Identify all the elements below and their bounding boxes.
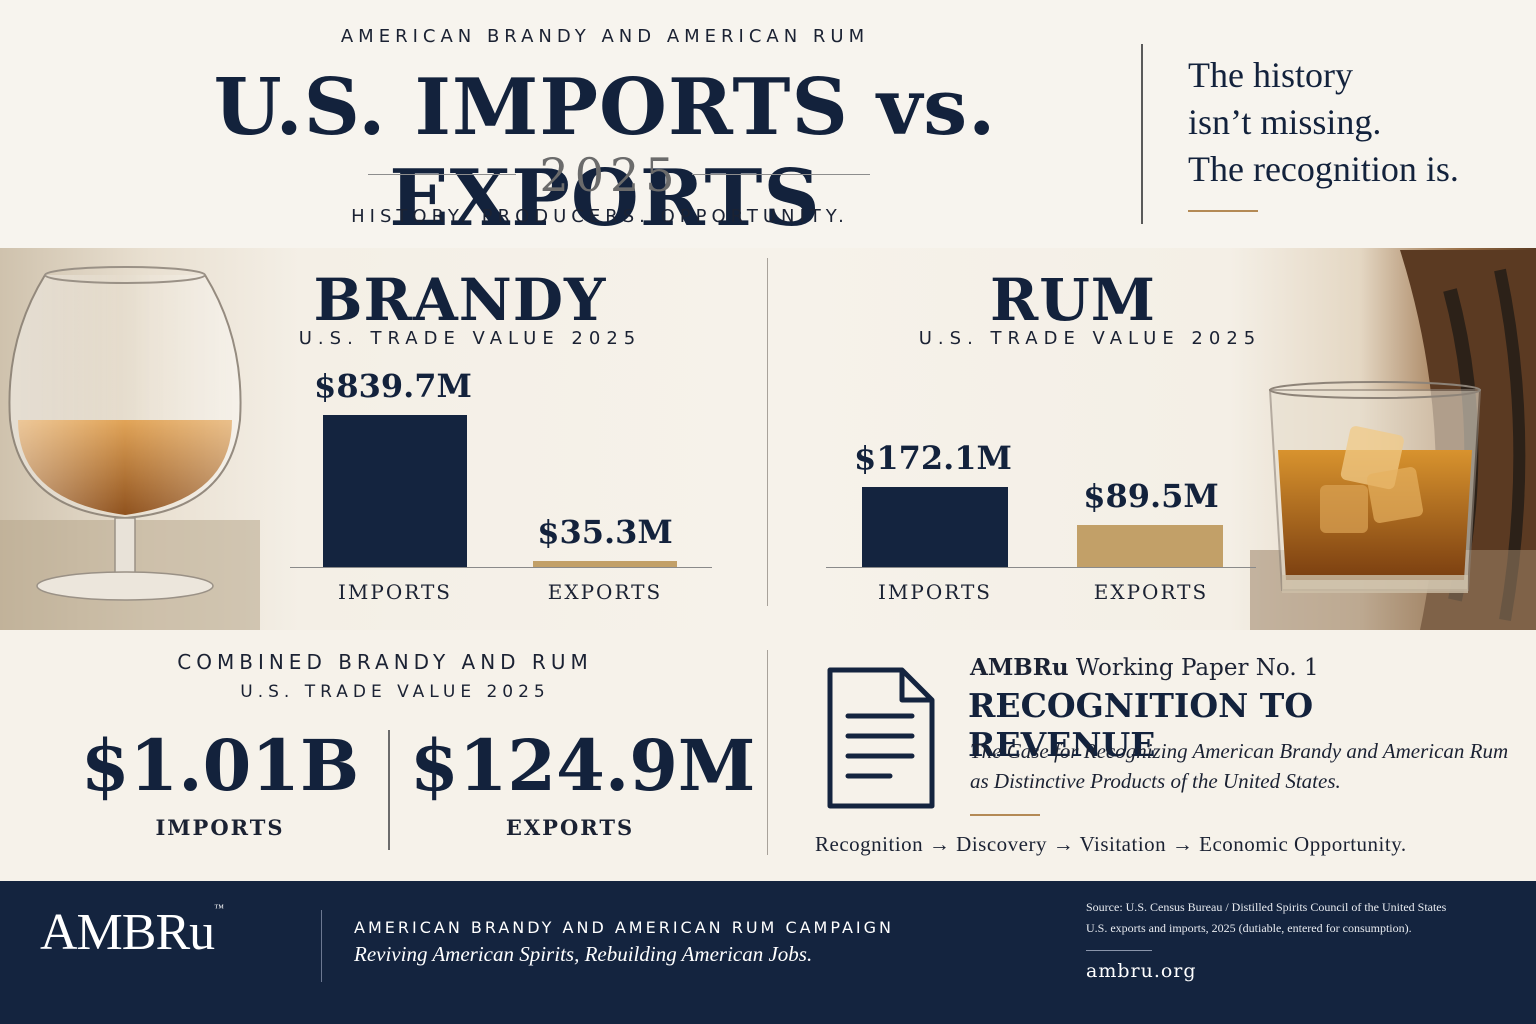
- paper-description: The Case for Recognizing American Brandy…: [970, 739, 1509, 793]
- header-year: 2025: [539, 148, 681, 202]
- brandy-chart: $839.7M $35.3M: [290, 360, 712, 572]
- logo-text: AMBRu: [40, 904, 215, 961]
- source-line-1: Source: U.S. Census Bureau / Distilled S…: [1086, 900, 1447, 914]
- header-kicker: AMERICAN BRANDY AND AMERICAN RUM: [340, 26, 870, 47]
- rum-imports-value-label: $172.1M: [854, 439, 1012, 477]
- combined-divider: [388, 730, 390, 850]
- header-quote: The history isn’t missing. The recogniti…: [1188, 52, 1528, 193]
- footer-divider: [321, 910, 322, 982]
- quote-accent-rule: [1188, 210, 1258, 212]
- brandy-subtitle: U.S. TRADE VALUE 2025: [298, 328, 642, 349]
- paper-accent-rule: [970, 814, 1040, 816]
- combined-subtitle: U.S. TRADE VALUE 2025: [240, 682, 550, 702]
- rum-chart: $172.1M $89.5M: [826, 360, 1256, 572]
- combined-kicker: COMBINED BRANDY AND RUM: [177, 650, 593, 674]
- footer-campaign: AMERICAN BRANDY AND AMERICAN RUM CAMPAIG…: [354, 918, 895, 937]
- rum-imports-category: IMPORTS: [878, 580, 992, 604]
- bottom-divider: [767, 650, 768, 855]
- brandy-imports-bar: [323, 415, 467, 567]
- rum-imports-bar: [862, 487, 1008, 567]
- source-rule: [1086, 950, 1152, 951]
- combined-exports-value: $124.9M: [410, 724, 756, 807]
- brandy-title: BRANDY: [313, 266, 607, 334]
- quote-line-2: isn’t missing.: [1188, 102, 1382, 142]
- quote-line-3: The recognition is.: [1188, 149, 1459, 189]
- header-divider: [1141, 44, 1143, 224]
- snifter-glass-icon: [0, 266, 260, 630]
- combined-exports-label: EXPORTS: [505, 815, 635, 840]
- page-title: U.S. IMPORTS vs. EXPORTS: [213, 62, 997, 244]
- rum-baseline: [826, 567, 1256, 568]
- paper-title: RECOGNITION TO REVENUE: [968, 686, 1314, 764]
- logo-trademark: ™: [214, 903, 224, 914]
- paper-series: AMBRu Working Paper No. 1: [970, 654, 1490, 681]
- header-section: [0, 0, 1536, 248]
- quote-line-1: The history: [1188, 55, 1353, 95]
- year-rule-right: [692, 174, 870, 175]
- brandy-imports-value-label: $839.7M: [314, 367, 472, 405]
- year-rule-left: [368, 174, 516, 175]
- brandy-exports-bar: [533, 560, 677, 567]
- paper-org-name: AMBRu: [970, 654, 1069, 681]
- brandy-baseline: [290, 567, 712, 568]
- combined-imports-value: $1.01B: [80, 724, 360, 807]
- brandy-imports-category: IMPORTS: [338, 580, 452, 604]
- rum-exports-bar: [1077, 525, 1223, 567]
- band-divider: [767, 258, 768, 606]
- source-line-2: U.S. exports and imports, 2025 (dutiable…: [1086, 921, 1412, 935]
- header-subtitle: HISTORY. PRODUCERS. OPPORTUNITY.: [351, 206, 849, 227]
- rocks-glass-icon: [1250, 250, 1536, 630]
- rum-exports-category: EXPORTS: [1093, 580, 1209, 604]
- document-icon: [827, 667, 935, 809]
- website-link[interactable]: ambru.org: [1086, 960, 1197, 982]
- footer-tagline: Reviving American Spirits, Rebuilding Am…: [354, 942, 813, 966]
- footer: [0, 881, 1536, 1024]
- rum-exports-value-label: $89.5M: [1083, 477, 1219, 516]
- brandy-exports-value-label: $35.3M: [537, 512, 673, 551]
- paper-flow: Recognition → Discovery → Visitation → E…: [815, 832, 1407, 856]
- rum-title: RUM: [990, 266, 1156, 334]
- brandy-exports-category: EXPORTS: [547, 580, 663, 604]
- ambru-logo: AMBRu™: [40, 903, 300, 962]
- paper-series-label: Working Paper No. 1: [1068, 655, 1319, 681]
- combined-imports-label: IMPORTS: [155, 815, 285, 840]
- rum-subtitle: U.S. TRADE VALUE 2025: [918, 328, 1262, 349]
